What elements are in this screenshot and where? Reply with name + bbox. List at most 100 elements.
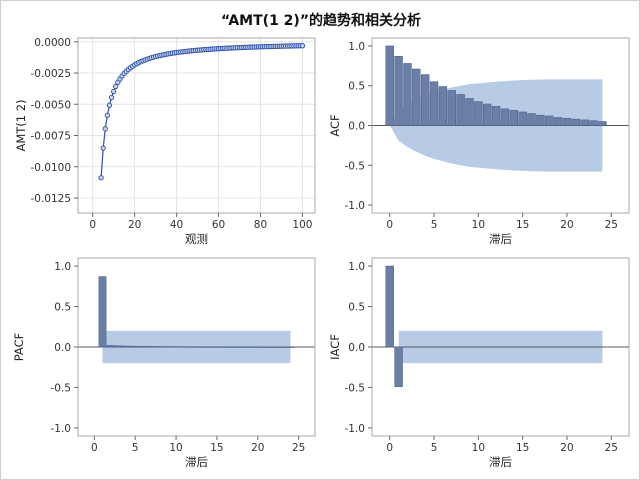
x-tick-label: 5: [431, 219, 438, 231]
bar: [180, 346, 189, 348]
bar: [562, 118, 572, 126]
x-tick-label: 25: [605, 442, 618, 454]
bar: [221, 346, 229, 348]
x-tick-label: 15: [516, 442, 529, 454]
y-tick-label: -0.0050: [30, 99, 71, 111]
data-point: [111, 88, 117, 95]
y-tick-label: 0.0: [348, 121, 365, 133]
data-point: [106, 102, 113, 108]
x-tick-label: 15: [516, 219, 529, 231]
data-point: [102, 126, 108, 132]
bar: [286, 346, 295, 348]
data-point: [108, 94, 115, 101]
x-axis-label: 滞后: [489, 232, 512, 246]
bar: [465, 98, 474, 126]
bar: [253, 346, 262, 348]
y-tick-label: -0.5: [51, 382, 72, 394]
y-tick-label: 1.0: [348, 261, 365, 273]
bar: [509, 110, 518, 126]
data-point: [104, 112, 111, 118]
bar: [385, 45, 394, 126]
bar: [229, 346, 238, 348]
figure-title: “AMT(1 2)”的趋势和相关分析: [221, 12, 421, 29]
x-tick-label: 0: [89, 219, 96, 231]
x-tick-label: 10: [472, 219, 485, 231]
y-tick-label: -0.0075: [30, 131, 71, 143]
x-tick-label: 5: [132, 442, 139, 454]
bar: [237, 346, 246, 348]
bar: [278, 346, 287, 348]
acf-panel: 0 5 10 15 20 25 1.0 0.5 0.0 -0.5 -1.0 滞后 ACF: [328, 37, 630, 246]
x-tick-label: 60: [212, 219, 225, 231]
y-tick-label: -0.5: [345, 382, 366, 394]
bar: [131, 345, 140, 348]
y-tick-label: -1.0: [51, 423, 72, 435]
bar: [571, 118, 581, 126]
bar: [155, 346, 164, 348]
y-tick-label: 0.5: [348, 81, 365, 93]
bar: [429, 81, 439, 126]
bar: [204, 346, 213, 348]
bar: [580, 119, 589, 126]
bar: [403, 63, 412, 126]
x-axis-label: 滞后: [489, 455, 512, 469]
bar: [172, 346, 180, 348]
y-tick-label: -0.0100: [30, 162, 71, 174]
y-tick-label: -0.0125: [30, 193, 71, 205]
x-axis-label: 滞后: [185, 455, 208, 469]
bar: [438, 86, 448, 126]
y-axis-label: PACF: [12, 333, 26, 362]
bar: [536, 114, 545, 126]
bar: [123, 345, 131, 348]
bar: [394, 346, 403, 387]
bar: [553, 117, 563, 126]
x-tick-label: 25: [605, 219, 618, 231]
y-tick-label: 1.0: [54, 261, 71, 273]
x-tick-label: 0: [91, 442, 98, 454]
x-tick-label: 25: [292, 442, 305, 454]
x-tick-label: 5: [431, 442, 438, 454]
bar: [394, 55, 403, 126]
bar: [545, 115, 554, 126]
bar: [139, 346, 148, 348]
x-tick-label: 20: [251, 442, 264, 454]
bar: [114, 345, 123, 348]
data-point: [299, 43, 306, 49]
pacf-panel: 0 5 10 15 20 25 1.0 0.5 0.0 -0.5 -1.0 滞后 PACF: [12, 257, 316, 469]
bar: [188, 346, 197, 348]
bar: [420, 74, 430, 126]
bar: [270, 346, 279, 348]
plot-frame: [77, 37, 316, 214]
data-point: [98, 175, 104, 181]
bar: [412, 68, 421, 126]
y-tick-label: 1.0: [348, 41, 365, 53]
bar: [491, 106, 501, 126]
y-tick-label: -1.0: [345, 423, 366, 435]
bar: [474, 101, 483, 126]
bar: [106, 345, 115, 348]
data-point: [100, 145, 106, 151]
y-tick-label: -0.5: [345, 160, 366, 172]
x-tick-label: 40: [170, 219, 183, 231]
x-tick-label: 20: [560, 219, 573, 231]
bar: [500, 108, 510, 126]
x-tick-label: 20: [128, 219, 141, 231]
x-tick-label: 0: [386, 219, 393, 231]
trend-panel: 0 20 40 60 80 100 0.0000 -0.0025 -0.0050 -0.0075 -…: [14, 37, 316, 246]
y-tick-label: -0.0025: [30, 68, 71, 80]
y-axis-label: IACF: [328, 334, 342, 360]
x-tick-label: 20: [560, 442, 573, 454]
data-point: [113, 83, 119, 90]
x-tick-label: 10: [472, 442, 485, 454]
x-tick-label: 15: [210, 442, 223, 454]
bar: [147, 346, 156, 348]
y-tick-label: -1.0: [345, 200, 366, 212]
y-tick-label: 0.0: [54, 342, 71, 354]
bar: [245, 346, 254, 348]
y-tick-label: 0.0000: [34, 37, 71, 49]
x-tick-label: 10: [169, 442, 182, 454]
bar: [447, 90, 456, 126]
x-axis-label: 观测: [185, 232, 208, 246]
x-tick-label: 80: [254, 219, 267, 231]
